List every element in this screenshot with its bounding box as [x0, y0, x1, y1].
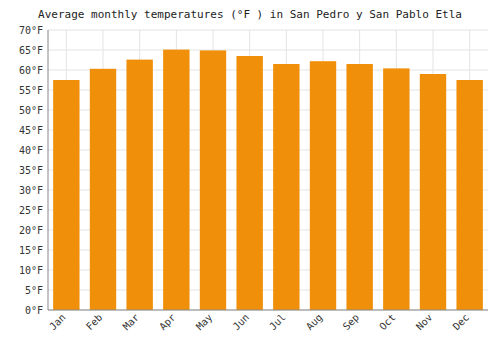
x-axis-line — [48, 310, 488, 311]
axes: 0°F 5°F 10°F 15°F 20°F 25°F 30°F 35°F 40°F 45°F 50… — [19, 25, 488, 333]
bar — [383, 68, 409, 310]
y-tick-label: 60°F — [19, 65, 43, 76]
x-tick-label: May — [194, 312, 215, 333]
bar — [310, 61, 336, 310]
grid — [48, 30, 488, 310]
bar — [126, 60, 152, 310]
x-tick-label: Sep — [341, 312, 362, 333]
y-axis-line — [48, 30, 49, 310]
x-tick-label: Jun — [231, 312, 252, 333]
title: Average monthly temperatures (°F ) in Sa… — [38, 8, 462, 21]
bar — [346, 64, 372, 310]
y-tick-label: 0°F — [25, 305, 43, 316]
x-tick-label: Nov — [414, 312, 435, 333]
bars — [53, 50, 483, 310]
x-tick-label: Aug — [304, 312, 325, 333]
x-tick-label: Mar — [121, 312, 142, 333]
y-tick-label: 70°F — [19, 25, 43, 36]
x-tick-label: Feb — [84, 312, 105, 333]
x-tick-label: Apr — [157, 312, 178, 333]
grid-line — [48, 310, 488, 311]
x-tick-label: Dec — [451, 312, 472, 333]
y-tick-label: 50°F — [19, 105, 43, 116]
bar — [456, 80, 482, 310]
y-tick-label: 10°F — [19, 265, 43, 276]
bar — [200, 50, 226, 310]
bar — [163, 50, 189, 310]
y-tick-label: 5°F — [25, 285, 43, 296]
bar — [420, 74, 446, 310]
y-tick-label: 40°F — [19, 145, 43, 156]
grid-line — [48, 50, 488, 51]
x-tick-label: Jan — [47, 312, 68, 333]
chart: Average monthly temperatures (°F ) in Sa… — [0, 0, 500, 350]
bar — [236, 56, 262, 310]
y-tick-label: 15°F — [19, 245, 43, 256]
bar — [90, 69, 116, 310]
y-tick-label: 55°F — [19, 85, 43, 96]
bar — [53, 80, 79, 310]
y-tick-label: 30°F — [19, 185, 43, 196]
y-tick-label: 25°F — [19, 205, 43, 216]
grid-line — [48, 30, 488, 31]
y-tick-label: 65°F — [19, 45, 43, 56]
y-tick-label: 35°F — [19, 165, 43, 176]
x-tick-label: Jul — [267, 312, 288, 333]
y-tick-label: 20°F — [19, 225, 43, 236]
x-tick-label: Oct — [377, 312, 398, 333]
bar — [273, 64, 299, 310]
y-tick-label: 45°F — [19, 125, 43, 136]
